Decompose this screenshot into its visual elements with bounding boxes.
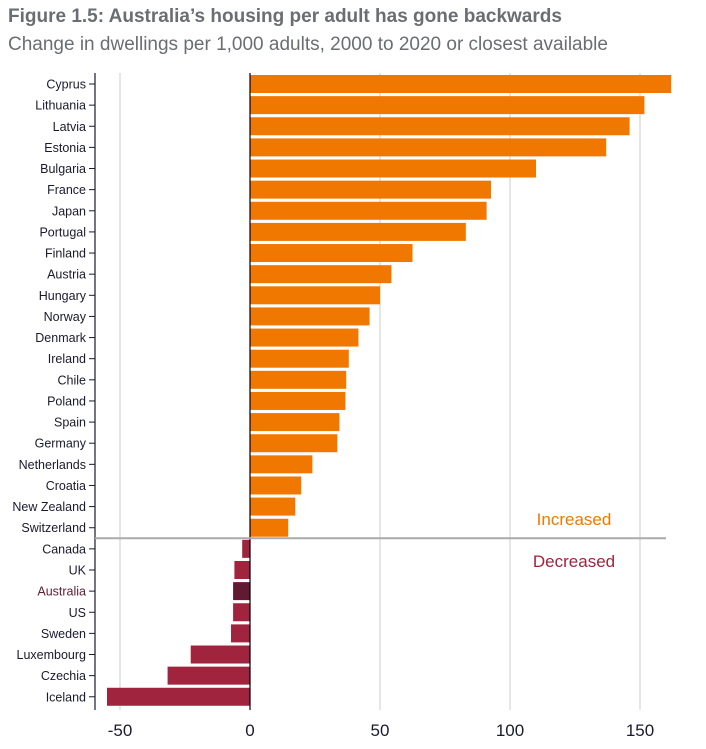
y-tick-label: Australia bbox=[37, 585, 86, 599]
bar-portugal bbox=[250, 222, 466, 241]
increased-annotation: Increased bbox=[537, 510, 612, 529]
chart-title: Figure 1.5: Australia’s housing per adul… bbox=[8, 6, 562, 27]
y-tick-label: Austria bbox=[47, 268, 86, 282]
bar-sweden bbox=[231, 624, 250, 643]
x-tick-label: 50 bbox=[371, 721, 390, 740]
bar-new-zealand bbox=[250, 497, 296, 516]
y-tick-label: Switzerland bbox=[21, 521, 86, 535]
bar-iceland bbox=[107, 687, 250, 706]
bar-us bbox=[233, 603, 250, 622]
y-tick-label: New Zealand bbox=[12, 500, 86, 514]
y-tick-label: Spain bbox=[54, 416, 86, 430]
y-tick-label: Croatia bbox=[46, 479, 86, 493]
bar-switzerland bbox=[250, 518, 289, 537]
y-tick-label: Czechia bbox=[41, 669, 86, 683]
bar-poland bbox=[250, 391, 346, 410]
bar-bulgaria bbox=[250, 159, 536, 178]
bar-japan bbox=[250, 201, 487, 220]
x-tick-label: 100 bbox=[496, 721, 524, 740]
bar-denmark bbox=[250, 328, 359, 347]
y-tick-label: Bulgaria bbox=[40, 162, 86, 176]
y-tick-label: Japan bbox=[52, 204, 86, 218]
y-tick-label: Estonia bbox=[44, 141, 86, 155]
x-tick-label: 0 bbox=[245, 721, 254, 740]
bar-spain bbox=[250, 413, 340, 432]
y-tick-label: UK bbox=[69, 563, 87, 577]
y-tick-label: Iceland bbox=[46, 690, 86, 704]
y-tick-label: Sweden bbox=[41, 627, 86, 641]
decreased-annotation: Decreased bbox=[533, 552, 615, 571]
y-tick-label: Lithuania bbox=[35, 99, 86, 113]
y-tick-label: Ireland bbox=[48, 352, 86, 366]
y-tick-label: Denmark bbox=[35, 331, 86, 345]
y-tick-label: Portugal bbox=[39, 225, 86, 239]
bar-lithuania bbox=[250, 96, 645, 115]
bar-luxembourg bbox=[190, 645, 250, 664]
bar-croatia bbox=[250, 476, 302, 495]
bar-estonia bbox=[250, 138, 607, 157]
y-tick-label: Poland bbox=[47, 394, 86, 408]
y-tick-label: Chile bbox=[58, 373, 87, 387]
y-tick-label: Norway bbox=[44, 310, 87, 324]
y-tick-label: Cyprus bbox=[46, 78, 86, 92]
y-tick-label: Finland bbox=[45, 247, 86, 261]
chart-subtitle: Change in dwellings per 1,000 adults, 20… bbox=[8, 34, 608, 55]
y-tick-label: Luxembourg bbox=[17, 648, 87, 662]
bar-france bbox=[250, 180, 492, 199]
bar-chile bbox=[250, 370, 347, 389]
bar-finland bbox=[250, 244, 413, 263]
y-tick-label: Netherlands bbox=[19, 458, 86, 472]
bar-ireland bbox=[250, 349, 349, 368]
y-tick-label: France bbox=[47, 183, 86, 197]
bar-cyprus bbox=[250, 75, 672, 93]
bar-australia bbox=[233, 582, 250, 601]
bar-germany bbox=[250, 434, 338, 453]
y-tick-label: Canada bbox=[42, 542, 86, 556]
bar-austria bbox=[250, 265, 392, 284]
bar-norway bbox=[250, 307, 370, 326]
bar-canada bbox=[242, 539, 250, 558]
bar-hungary bbox=[250, 286, 380, 305]
bar-latvia bbox=[250, 117, 630, 136]
bar-uk bbox=[234, 560, 250, 579]
y-tick-label: US bbox=[69, 606, 86, 620]
y-tick-label: Hungary bbox=[39, 289, 87, 303]
x-tick-label: 150 bbox=[626, 721, 654, 740]
bar-czechia bbox=[167, 666, 250, 685]
y-tick-label: Latvia bbox=[53, 120, 86, 134]
x-tick-label: -50 bbox=[108, 721, 133, 740]
y-tick-label: Germany bbox=[35, 437, 87, 451]
bar-netherlands bbox=[250, 455, 313, 474]
